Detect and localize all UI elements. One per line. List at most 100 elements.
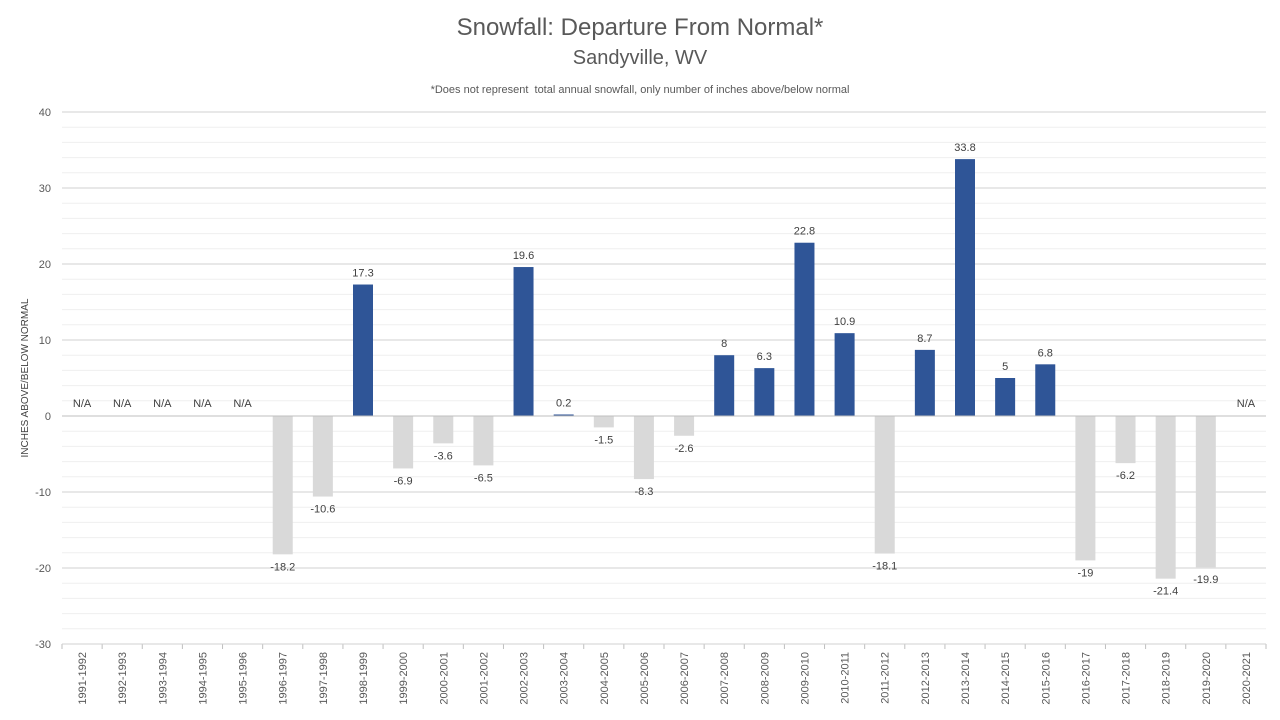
x-tick-label-2016-2017: 2016-2017 — [1080, 652, 1092, 705]
x-tick-label-1999-2000: 1999-2000 — [398, 652, 410, 705]
data-label-2015-2016: 6.8 — [1038, 347, 1053, 359]
data-label-2001-2002: -6.5 — [474, 472, 493, 484]
x-tick-label-1997-1998: 1997-1998 — [318, 652, 330, 705]
data-label-2009-2010: 22.8 — [794, 226, 815, 238]
bar-2018-2019 — [1155, 416, 1176, 579]
bar-2014-2015 — [995, 378, 1016, 416]
data-label-2003-2004: 0.2 — [556, 397, 571, 409]
data-label-2012-2013: 8.7 — [917, 333, 932, 345]
x-tick-label-2006-2007: 2006-2007 — [679, 652, 691, 705]
data-label-2017-2018: -6.2 — [1116, 470, 1135, 482]
x-tick-label-2005-2006: 2005-2006 — [639, 652, 651, 705]
bar-1999-2000 — [393, 416, 414, 469]
chart-note: *Does not represent total annual snowfal… — [431, 84, 850, 96]
data-label-2013-2014: 33.8 — [954, 142, 975, 154]
data-label-1999-2000: -6.9 — [394, 475, 413, 487]
data-label-2005-2006: -8.3 — [634, 486, 653, 498]
bar-1998-1999 — [353, 284, 373, 416]
missing-label-1995-1996: N/A — [233, 398, 252, 410]
x-tick-label-2001-2002: 2001-2002 — [478, 652, 490, 705]
x-tick-label-2014-2015: 2014-2015 — [1000, 652, 1012, 705]
data-label-1996-1997: -18.2 — [270, 561, 295, 573]
x-tick-label-2018-2019: 2018-2019 — [1161, 652, 1173, 705]
data-labels: N/A N/A N/A N/A N/A -18.2 -10.6 17.3 -6.9 -3.6 -6.… — [73, 142, 1256, 598]
x-tick-label-2007-2008: 2007-2008 — [719, 652, 731, 705]
x-tick-label-1993-1994: 1993-1994 — [157, 652, 169, 705]
x-tick-label-2013-2014: 2013-2014 — [960, 652, 972, 705]
bar-1997-1998 — [312, 416, 333, 497]
x-tick-label-2003-2004: 2003-2004 — [559, 652, 571, 705]
y-tick-label: -30 — [35, 639, 51, 651]
bar-2007-2008 — [714, 355, 735, 416]
y-tick-label: -20 — [35, 563, 51, 575]
x-tick-label-2008-2009: 2008-2009 — [759, 652, 771, 705]
x-tick-label-2004-2005: 2004-2005 — [599, 652, 611, 705]
chart-title: Snowfall: Departure From Normal* — [457, 14, 824, 41]
x-tick-label-1996-1997: 1996-1997 — [278, 652, 290, 705]
missing-label-2020-2021: N/A — [1237, 398, 1256, 410]
bar-2011-2012 — [874, 416, 895, 554]
y-tick-label: 10 — [39, 335, 51, 347]
data-label-2010-2011: 10.9 — [834, 316, 855, 328]
bar-1996-1997 — [272, 416, 293, 555]
data-label-2018-2019: -21.4 — [1153, 586, 1178, 598]
x-tick-label-2017-2018: 2017-2018 — [1121, 652, 1133, 705]
x-tick-label-2000-2001: 2000-2001 — [438, 652, 450, 705]
bar-2003-2004 — [553, 414, 574, 416]
y-tick-label: -10 — [35, 487, 51, 499]
data-label-2002-2003: 19.6 — [513, 250, 534, 262]
data-label-2016-2017: -19 — [1077, 567, 1093, 579]
data-label-2007-2008: 8 — [721, 338, 727, 350]
bar-2006-2007 — [674, 416, 695, 436]
chart-subtitle: Sandyville, WV — [573, 47, 708, 69]
data-label-2000-2001: -3.6 — [434, 450, 453, 462]
bar-2019-2020 — [1195, 416, 1216, 568]
x-tick-label-1998-1999: 1998-1999 — [358, 652, 370, 705]
missing-label-1991-1992: N/A — [73, 398, 92, 410]
y-tick-label: 20 — [39, 259, 51, 271]
y-tick-label: 30 — [39, 183, 51, 195]
data-label-2014-2015: 5 — [1002, 361, 1008, 373]
x-tick-label-1991-1992: 1991-1992 — [77, 652, 89, 705]
bar-2001-2002 — [473, 416, 494, 466]
gridlines — [62, 111, 1266, 645]
x-tick-label-1992-1993: 1992-1993 — [117, 652, 129, 705]
bar-2013-2014 — [955, 159, 975, 416]
bar-2016-2017 — [1075, 416, 1096, 561]
bar-2005-2006 — [633, 416, 654, 480]
missing-label-1992-1993: N/A — [113, 398, 132, 410]
y-axis-label: INCHES ABOVE/BELOW NORMAL — [20, 298, 31, 457]
data-label-1998-1999: 17.3 — [352, 268, 373, 280]
x-tick-label-2002-2003: 2002-2003 — [519, 652, 531, 705]
bar-2008-2009 — [754, 368, 775, 416]
bar-2015-2016 — [1035, 364, 1056, 416]
x-axis-ticks: 1991-1992 1992-1993 1993-1994 1994-1995 1995… — [61, 643, 1267, 705]
x-tick-label-2011-2012: 2011-2012 — [880, 652, 892, 704]
bar-2004-2005 — [593, 416, 614, 428]
data-label-1997-1998: -10.6 — [310, 504, 335, 516]
missing-label-1993-1994: N/A — [153, 398, 172, 410]
bar-2000-2001 — [433, 416, 454, 444]
data-label-2008-2009: 6.3 — [757, 351, 772, 363]
bar-2009-2010 — [794, 242, 815, 416]
data-label-2019-2020: -19.9 — [1193, 574, 1218, 586]
y-axis-ticks: 40 30 20 10 0 -10 -20 -30 — [35, 107, 51, 651]
x-tick-label-2010-2011: 2010-2011 — [840, 652, 852, 704]
bar-2002-2003 — [513, 267, 534, 416]
data-label-2006-2007: -2.6 — [675, 443, 694, 455]
missing-label-1994-1995: N/A — [193, 398, 212, 410]
data-label-2004-2005: -1.5 — [594, 434, 613, 446]
x-tick-label-2020-2021: 2020-2021 — [1241, 652, 1253, 705]
x-tick-label-2009-2010: 2009-2010 — [799, 652, 811, 705]
y-tick-label: 40 — [39, 107, 51, 119]
bars — [272, 159, 1216, 579]
x-tick-label-1995-1996: 1995-1996 — [238, 652, 250, 705]
x-tick-label-2019-2020: 2019-2020 — [1201, 652, 1213, 705]
data-label-2011-2012: -18.1 — [872, 561, 897, 573]
bar-2012-2013 — [914, 349, 935, 416]
x-tick-label-1994-1995: 1994-1995 — [197, 652, 209, 705]
x-tick-label-2015-2016: 2015-2016 — [1040, 652, 1052, 705]
x-tick-label-2012-2013: 2012-2013 — [920, 652, 932, 705]
bar-2017-2018 — [1115, 416, 1136, 464]
